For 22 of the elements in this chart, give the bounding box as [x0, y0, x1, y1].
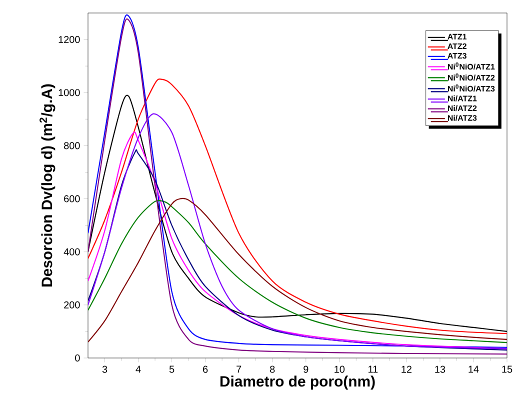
y-tick-label: 600 [64, 195, 80, 202]
x-tick-label: 8 [270, 366, 275, 373]
x-axis-title: Diametro de poro(nm) [220, 376, 375, 390]
x-tick-label: 5 [169, 366, 174, 373]
x-tick-label: 15 [502, 366, 512, 373]
x-tick-label: 3 [102, 366, 108, 373]
x-tick-label: 11 [368, 366, 378, 373]
x-tick-label: 7 [236, 366, 242, 373]
x-tick-label: 6 [203, 366, 208, 373]
y-tick-label: 200 [64, 301, 80, 308]
y-axis-title: Desorcion Dv(log d) (m$^{2}$/g.A) [40, 84, 56, 286]
x-tick-label: 12 [402, 366, 412, 373]
y-tick-label: 1200 [58, 36, 80, 44]
x-tick-label: 10 [334, 366, 345, 373]
y-tick-label: 1000 [58, 89, 80, 96]
y-tick-label: 800 [64, 142, 80, 150]
x-tick-label: 9 [304, 366, 308, 373]
x-tick-label: 14 [468, 366, 479, 373]
y-tick-label: 400 [64, 248, 80, 256]
y-tick-label: 0 [75, 354, 80, 362]
x-tick-label: 13 [435, 366, 446, 373]
x-tick-label: 4 [136, 366, 141, 373]
